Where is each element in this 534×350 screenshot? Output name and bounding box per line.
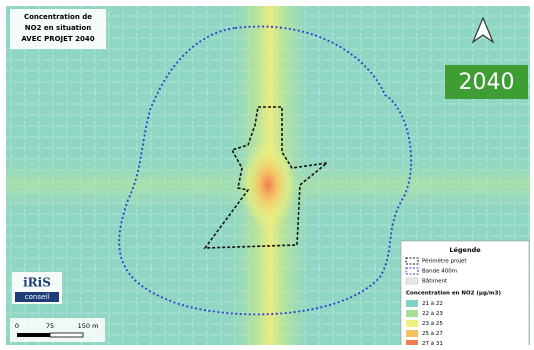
scale-label: 150 m (78, 322, 99, 330)
legend-subtitle: Concentration en NO2 (µg/m3) (406, 291, 501, 297)
map-area: Concentration de NO2 en situation AVEC P… (6, 6, 530, 347)
legend-swatch (406, 330, 418, 337)
title-line: Concentration de (24, 13, 92, 21)
legend-item: Bâtiment (422, 278, 448, 285)
title-line: NO2 en situation (25, 24, 91, 32)
legend-symbol (405, 257, 419, 265)
legend-swatch (406, 320, 418, 327)
legend-swatch (406, 300, 418, 307)
logo-bar (15, 292, 59, 302)
legend-symbol (405, 277, 419, 285)
legend-class-label: 25 à 27 (422, 330, 443, 337)
project-perimeter (203, 106, 330, 249)
logo-tagline: conseil (25, 293, 49, 301)
year-badge-label: 2040 (459, 70, 515, 95)
title-box (10, 9, 106, 49)
scale-box (10, 318, 105, 342)
legend-box (400, 240, 530, 345)
legend-item: Bande 400m (422, 269, 457, 275)
year-badge (445, 65, 528, 99)
legend-swatch (406, 340, 418, 345)
north-arrow (471, 16, 495, 44)
legend-symbol (405, 267, 419, 275)
legend-class-label: 27 à 31 (422, 340, 443, 347)
legend-class-label: 21 à 22 (422, 300, 443, 307)
legend-class-label: 22 à 23 (422, 310, 443, 317)
legend-swatch (406, 310, 418, 317)
legend-classes: 21 à 22 22 à 23 23 à 25 25 à 27 27 à 31 (406, 300, 443, 347)
legend-title: Légende (449, 246, 481, 254)
scale-segment (17, 333, 50, 337)
logo-name: iRiS (23, 276, 51, 290)
legend-class-label: 23 à 25 (422, 320, 443, 327)
scale-label: 75 (46, 322, 54, 330)
scale-segment (49, 332, 84, 338)
hotspot (240, 140, 296, 230)
band-400m (118, 25, 413, 316)
title-line: AVEC PROJET 2040 (21, 35, 94, 43)
legend-item: Périmètre projet (422, 258, 467, 265)
scale-label: 0 (15, 322, 19, 330)
